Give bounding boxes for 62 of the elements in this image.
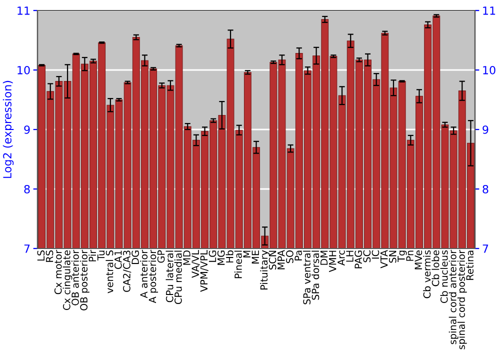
x-tick-label: Pn <box>406 250 414 261</box>
x-tick-label: OB anterior <box>71 250 79 306</box>
x-tick-label: Cb vermis <box>423 250 431 298</box>
x-tick-label: Tg <box>398 250 407 262</box>
x-tick-label: SPa dorsal <box>312 250 320 300</box>
x-tick-label: ventral S <box>106 250 114 294</box>
x-tick-label: Retina <box>466 250 474 280</box>
x-tick-label: CPu medial <box>174 250 182 304</box>
x-tick-label: SC <box>363 250 371 262</box>
x-tick-label: Cb lobe <box>432 250 440 286</box>
x-tick-label: Pineal <box>234 250 242 278</box>
x-tick-label: VTA <box>380 250 388 268</box>
x-tick-label: CA2/CA3 <box>123 250 132 292</box>
x-tick-label: DG <box>132 250 139 264</box>
x-tick-label: A posterior <box>148 250 158 304</box>
y2-tick-label: 10 <box>483 66 496 74</box>
y-tick-label: 10 <box>18 66 30 74</box>
x-tick-label: OB posterior <box>80 250 90 310</box>
x-tick-label: Cx cingulate <box>62 250 72 310</box>
x-tick-label: Cb nucleus <box>440 250 448 303</box>
y2-tick-label: 11 <box>483 6 496 15</box>
x-tick-label: MPA <box>278 250 285 270</box>
x-tick-label: M <box>243 250 250 258</box>
x-tick-label: Pituitary <box>260 250 270 290</box>
x-tick-label: PAG <box>354 250 362 268</box>
x-tick-label: VMH <box>329 250 336 272</box>
y2-tick-label: 9 <box>482 125 488 134</box>
x-tick-label: CPu lateral <box>166 250 174 302</box>
x-tick-label: Cx motor <box>54 250 62 294</box>
x-tick-label: Pir <box>88 250 96 262</box>
x-tick-label: IC <box>372 250 380 259</box>
x-tick-label: DM <box>320 250 328 265</box>
y2-tick-label: 7 <box>482 244 488 253</box>
x-tick-label: LS <box>37 250 45 261</box>
y-tick-label: 8 <box>24 184 30 194</box>
x-tick-label: VA/VL <box>192 250 200 278</box>
x-tick-label: GP <box>157 250 165 263</box>
y-axis-title: Log2 (expression) <box>2 80 14 178</box>
y-tick-label: 7 <box>24 244 30 253</box>
x-tick-label: SPa ventral <box>303 250 311 304</box>
x-tick-label: SO <box>286 250 294 264</box>
x-tick-label: Pa <box>294 250 302 260</box>
x-tick-label: RS <box>46 250 54 262</box>
x-tick-label: MG <box>217 250 225 265</box>
x-tick-label: spinal cord posterior <box>457 250 467 350</box>
y-tick-label: 9 <box>24 125 30 134</box>
x-tick-label: spinal cord anterior <box>448 250 458 344</box>
y2-tick-label: 8 <box>482 184 488 194</box>
x-tick-label: SN <box>388 250 396 263</box>
x-tick-label: SCN <box>268 250 276 270</box>
x-tick-label: VPM/VPL <box>200 250 208 292</box>
x-tick-label: Arc <box>338 250 345 266</box>
x-tick-label: Tu <box>97 250 105 261</box>
x-tick-label: MD <box>183 250 190 265</box>
x-tick-label: CA1 <box>114 250 122 269</box>
x-tick-label: LG <box>208 250 216 262</box>
x-tick-label: MVe <box>414 250 422 270</box>
x-tick-label: Hb <box>226 250 234 262</box>
x-tick-label: ME <box>252 250 259 264</box>
x-tick-label: LH <box>346 250 354 262</box>
x-tick-label: A anterior <box>140 250 148 298</box>
y-tick-label: 11 <box>18 6 30 15</box>
